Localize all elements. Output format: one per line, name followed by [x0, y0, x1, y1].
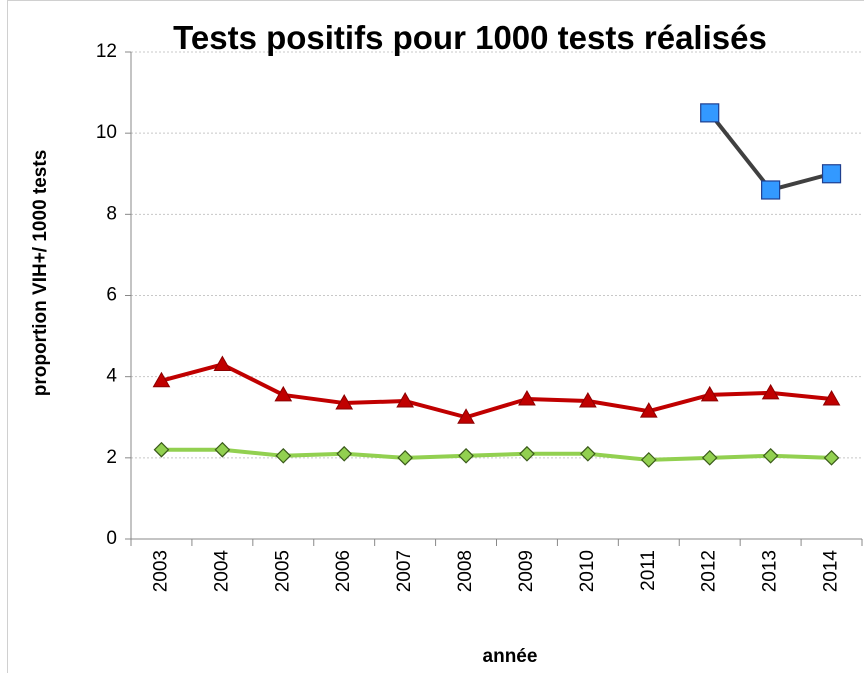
marker [214, 441, 231, 458]
x-tick-label: 2008 [455, 550, 476, 592]
marker [457, 408, 475, 424]
marker [640, 452, 657, 468]
chart-frame [7, 0, 864, 673]
series-line [708, 111, 833, 192]
marker [579, 392, 597, 408]
x-tick-label: 2007 [394, 550, 415, 592]
marker [274, 385, 293, 402]
x-tick-label: 2003 [150, 550, 171, 592]
marker [700, 385, 719, 402]
marker [518, 389, 536, 406]
chart-title: Tests positifs pour 1000 tests réalisés [173, 19, 767, 56]
marker [821, 164, 842, 184]
marker [396, 392, 414, 408]
x-tick-label: 2013 [760, 550, 781, 592]
x-tick-label: 2004 [211, 550, 232, 593]
marker [519, 445, 535, 462]
y-tick-label: 0 [106, 528, 117, 549]
x-tick-label: 2010 [577, 550, 598, 592]
marker [761, 383, 780, 400]
y-axis-title: proportion VIH+/ 1000 tests [30, 150, 51, 397]
marker [761, 180, 781, 200]
marker [700, 103, 720, 123]
marker [458, 447, 474, 464]
x-tick-label: 2005 [272, 550, 293, 592]
marker [701, 449, 718, 466]
marker [823, 449, 840, 466]
marker [639, 402, 658, 418]
y-tick-label: 8 [106, 203, 117, 224]
marker [275, 447, 292, 464]
x-tick-label: 2011 [638, 550, 659, 591]
marker [822, 389, 841, 406]
x-axis-title: année [483, 646, 538, 667]
marker [153, 441, 170, 458]
y-tick-label: 2 [106, 447, 117, 468]
y-tick-label: 4 [106, 366, 117, 387]
y-tick-label: 10 [96, 122, 117, 143]
marker [213, 355, 232, 371]
marker [580, 445, 596, 462]
x-tick-label: 2014 [821, 550, 842, 593]
y-tick-label: 12 [96, 41, 117, 62]
series-line [161, 447, 832, 462]
marker [152, 371, 171, 388]
series-line [160, 362, 832, 420]
y-tick-label: 6 [106, 285, 117, 306]
marker [335, 394, 354, 410]
marker [397, 449, 413, 466]
x-tick-label: 2012 [699, 550, 720, 592]
marker [336, 445, 353, 462]
x-tick-label: 2009 [516, 550, 537, 592]
marker [762, 447, 779, 464]
x-tick-label: 2006 [333, 550, 354, 592]
